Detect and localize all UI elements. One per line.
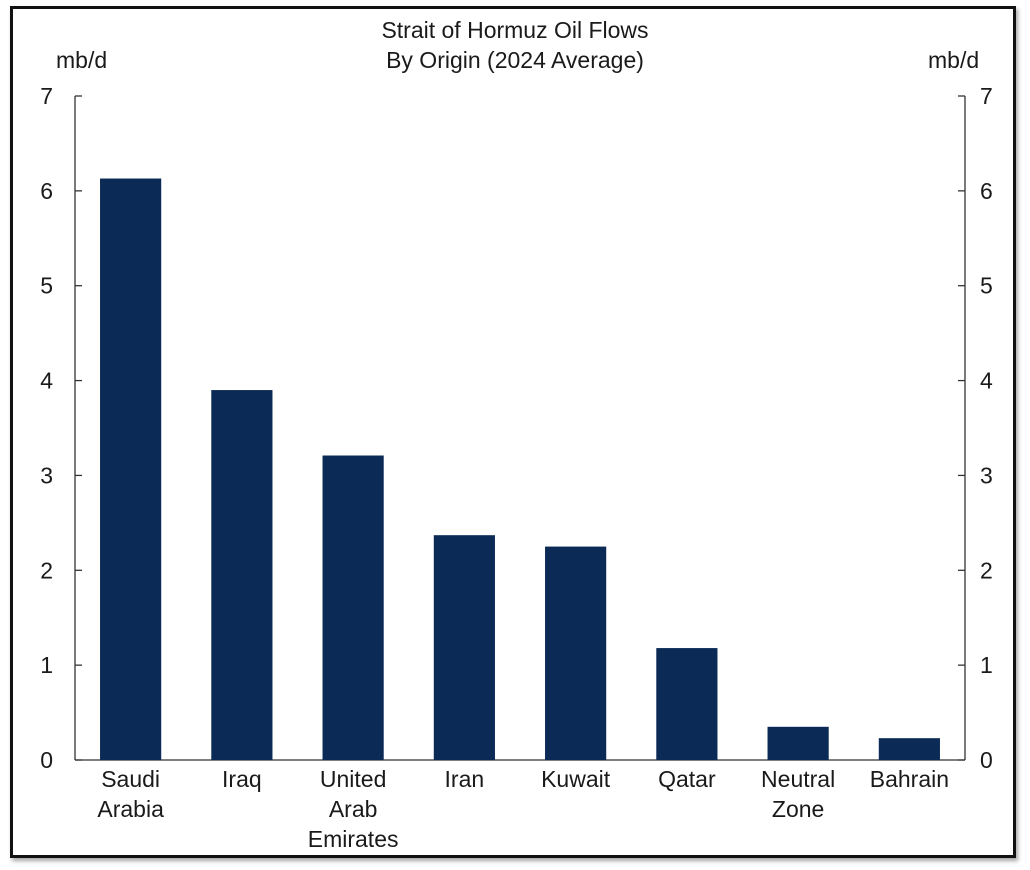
- right-tick-label: 7: [980, 83, 993, 109]
- right-tick-label: 5: [980, 273, 993, 299]
- chart-subtitle: By Origin (2024 Average): [386, 47, 644, 73]
- bar: [211, 390, 273, 760]
- left-tick-label: 5: [40, 273, 53, 299]
- right-tick-label: 1: [980, 652, 993, 678]
- bar: [322, 455, 384, 760]
- category-label: Qatar: [658, 766, 716, 792]
- left-tick-label: 0: [40, 747, 53, 773]
- bar: [878, 738, 940, 760]
- right-tick-label: 3: [980, 462, 993, 488]
- category-label: Iraq: [222, 766, 262, 792]
- left-tick-label: 3: [40, 462, 53, 488]
- left-tick-label: 4: [40, 368, 53, 394]
- bar: [433, 535, 495, 760]
- bar: [767, 726, 829, 760]
- right-tick-label: 0: [980, 747, 993, 773]
- category-label: United Arab Emirates: [308, 766, 399, 852]
- bar: [545, 546, 607, 760]
- left-tick-label: 1: [40, 652, 53, 678]
- category-label: Saudi Arabia: [97, 766, 164, 822]
- left-tick-label: 2: [40, 557, 53, 583]
- category-label: Iran: [445, 766, 485, 792]
- category-label: Neutral Zone: [761, 766, 835, 822]
- right-tick-label: 2: [980, 557, 993, 583]
- right-axis-unit: mb/d: [928, 47, 980, 73]
- left-axis-unit: mb/d: [56, 47, 108, 73]
- chart-frame: [10, 6, 1016, 858]
- category-label: Bahrain: [870, 766, 949, 792]
- category-label: Kuwait: [541, 766, 611, 792]
- chart-title: Strait of Hormuz Oil Flows: [381, 17, 649, 43]
- bar: [100, 178, 162, 761]
- left-tick-label: 7: [40, 83, 53, 109]
- bar: [656, 648, 718, 760]
- right-tick-label: 6: [980, 178, 993, 204]
- right-tick-label: 4: [980, 368, 993, 394]
- left-tick-label: 6: [40, 178, 53, 204]
